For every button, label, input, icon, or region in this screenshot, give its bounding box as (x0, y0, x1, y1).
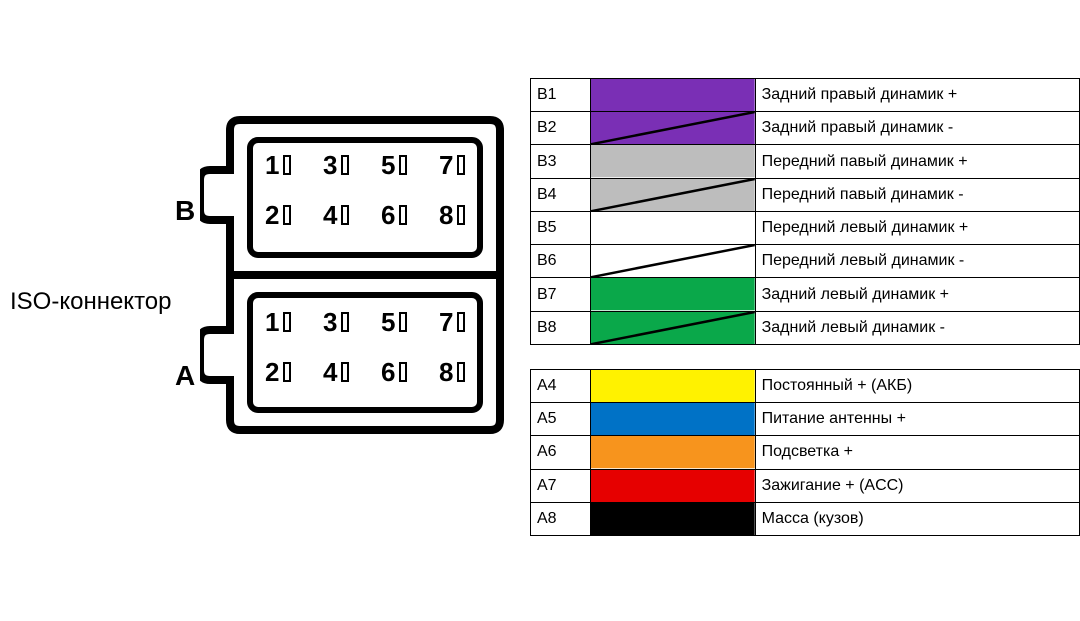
pin-label: 8 (439, 357, 453, 388)
color-swatch (590, 112, 755, 145)
pin-slot (283, 312, 291, 332)
color-swatch (590, 145, 755, 178)
pin-label: 1 (265, 150, 279, 181)
pin-slot (399, 362, 407, 382)
desc-cell: Задний левый динамик + (755, 278, 1079, 311)
pin-label: 6 (381, 357, 395, 388)
color-swatch (590, 436, 755, 469)
pin-label: 7 (439, 150, 453, 181)
legend-row: A5 Питание антенны + (531, 403, 1080, 436)
pin-slot (399, 205, 407, 225)
desc-cell: Масса (кузов) (755, 502, 1079, 535)
desc-cell: Зажигание + (ACC) (755, 469, 1079, 502)
pin-label: 5 (381, 307, 395, 338)
pin-slot (283, 155, 291, 175)
legend-row: B4 Передний павый динамик - (531, 178, 1080, 211)
legend-row: B2 Задний правый динамик - (531, 112, 1080, 145)
legend-row: A7 Зажигание + (ACC) (531, 469, 1080, 502)
pin-cell: B8 (531, 311, 591, 344)
pin-cell: A7 (531, 469, 591, 502)
pin-cell: A5 (531, 403, 591, 436)
color-swatch (590, 245, 755, 278)
row-label-b: B (175, 195, 195, 227)
pin-slot (341, 362, 349, 382)
connector-diagram: ISO-коннектор B A 1 3 5 7 2 4 6 8 1 3 5 7 2 4 6 8 (0, 70, 520, 470)
legend-panel: B1 Задний правый динамик +B2 Задний прав… (520, 70, 1080, 560)
pin-label: 4 (323, 200, 337, 231)
pin-cell: A6 (531, 436, 591, 469)
pin-slot (457, 205, 465, 225)
desc-cell: Передний левый динамик - (755, 245, 1079, 278)
desc-cell: Задний левый динамик - (755, 311, 1079, 344)
color-swatch (590, 311, 755, 344)
row-label-a: A (175, 360, 195, 392)
pin-label: 8 (439, 200, 453, 231)
legend-row: B1 Задний правый динамик + (531, 79, 1080, 112)
desc-cell: Передний левый динамик + (755, 211, 1079, 244)
pin-label: 5 (381, 150, 395, 181)
color-swatch (590, 469, 755, 502)
pin-cell: B1 (531, 79, 591, 112)
pin-label: 1 (265, 307, 279, 338)
pin-slot (457, 362, 465, 382)
legend-row: B6 Передний левый динамик - (531, 245, 1080, 278)
pin-cell: B5 (531, 211, 591, 244)
color-swatch (590, 278, 755, 311)
desc-cell: Питание антенны + (755, 403, 1079, 436)
pin-slot (457, 312, 465, 332)
pin-slot (341, 312, 349, 332)
legend-row: A6 Подсветка + (531, 436, 1080, 469)
pin-cell: B4 (531, 178, 591, 211)
pin-slot (399, 155, 407, 175)
legend-row: B8 Задний левый динамик - (531, 311, 1080, 344)
legend-row: A8 Масса (кузов) (531, 502, 1080, 535)
pin-label: 3 (323, 307, 337, 338)
pin-cell: B3 (531, 145, 591, 178)
legend-row: B3 Передний павый динамик + (531, 145, 1080, 178)
pin-label: 2 (265, 200, 279, 231)
color-swatch (590, 211, 755, 244)
legend-row: B7 Задний левый динамик + (531, 278, 1080, 311)
legend-row: A4 Постоянный + (АКБ) (531, 369, 1080, 402)
desc-cell: Задний правый динамик + (755, 79, 1079, 112)
pin-cell: B2 (531, 112, 591, 145)
desc-cell: Передний павый динамик + (755, 145, 1079, 178)
pin-cell: A4 (531, 369, 591, 402)
desc-cell: Задний правый динамик - (755, 112, 1079, 145)
pin-label: 4 (323, 357, 337, 388)
color-swatch (590, 369, 755, 402)
color-swatch (590, 502, 755, 535)
pin-slot (457, 155, 465, 175)
iso-label: ISO-коннектор (10, 288, 172, 316)
pin-cell: A8 (531, 502, 591, 535)
desc-cell: Постоянный + (АКБ) (755, 369, 1079, 402)
desc-cell: Подсветка + (755, 436, 1079, 469)
color-swatch (590, 79, 755, 112)
pin-slot (283, 362, 291, 382)
pin-slot (341, 155, 349, 175)
pin-slot (341, 205, 349, 225)
pin-cell: B6 (531, 245, 591, 278)
legend-table-a: A4 Постоянный + (АКБ)A5 Питание антенны … (530, 369, 1080, 536)
pin-label: 2 (265, 357, 279, 388)
color-swatch (590, 403, 755, 436)
desc-cell: Передний павый динамик - (755, 178, 1079, 211)
legend-row: B5 Передний левый динамик + (531, 211, 1080, 244)
pin-slot (399, 312, 407, 332)
pin-label: 6 (381, 200, 395, 231)
pin-slot (283, 205, 291, 225)
pin-label: 3 (323, 150, 337, 181)
pin-label: 7 (439, 307, 453, 338)
color-swatch (590, 178, 755, 211)
pin-cell: B7 (531, 278, 591, 311)
legend-table-b: B1 Задний правый динамик +B2 Задний прав… (530, 78, 1080, 345)
